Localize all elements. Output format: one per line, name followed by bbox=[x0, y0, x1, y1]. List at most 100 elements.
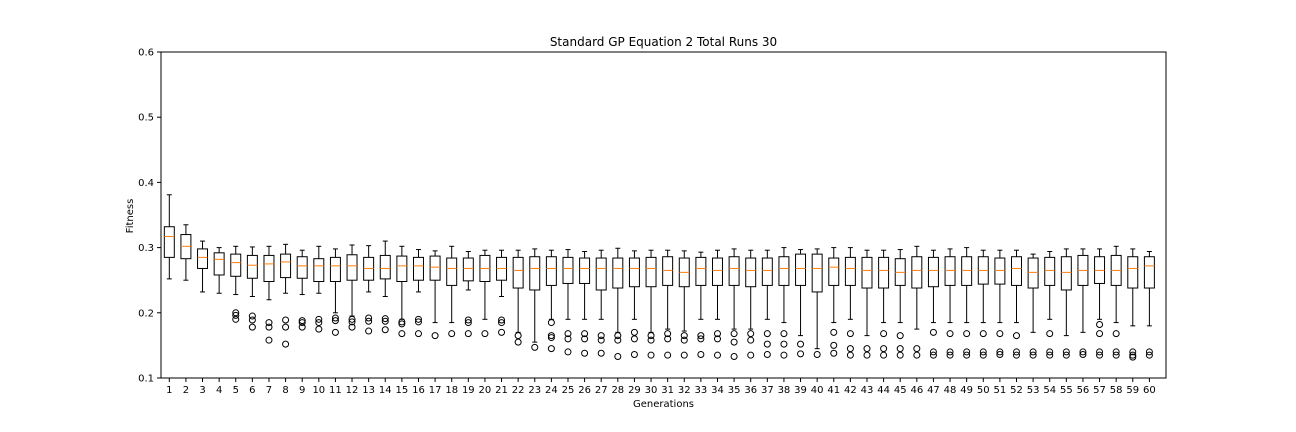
outlier-point bbox=[481, 330, 489, 338]
y-tick-label: 0.3 bbox=[138, 243, 154, 254]
box bbox=[379, 254, 391, 280]
outlier-point bbox=[1112, 351, 1120, 359]
outlier-point bbox=[1129, 351, 1137, 359]
outlier-point bbox=[1096, 330, 1104, 338]
outlier-point bbox=[730, 352, 738, 360]
box bbox=[761, 257, 773, 286]
outlier-point bbox=[846, 345, 854, 353]
x-tick-label: 20 bbox=[479, 385, 492, 396]
outlier-point bbox=[863, 345, 871, 353]
outlier-point bbox=[414, 330, 422, 338]
outlier-point bbox=[996, 348, 1004, 356]
box bbox=[944, 256, 956, 286]
box bbox=[296, 256, 308, 279]
x-tick-label: 21 bbox=[495, 385, 508, 396]
outlier-point bbox=[564, 330, 572, 338]
x-tick-label: 4 bbox=[216, 385, 222, 396]
outlier-point bbox=[464, 319, 472, 327]
outlier-point bbox=[331, 317, 339, 325]
x-tick-label: 2 bbox=[183, 385, 189, 396]
x-tick-label: 58 bbox=[1110, 385, 1123, 396]
outlier-point bbox=[763, 340, 771, 348]
outlier-point bbox=[797, 340, 805, 348]
x-tick-label: 56 bbox=[1077, 385, 1090, 396]
x-tick-label: 15 bbox=[396, 385, 409, 396]
outlier-point bbox=[348, 323, 356, 331]
x-tick-label: 19 bbox=[462, 385, 475, 396]
x-tick-label: 7 bbox=[266, 385, 272, 396]
outlier-point bbox=[431, 332, 439, 340]
outlier-point bbox=[564, 335, 572, 343]
outlier-point bbox=[1129, 348, 1137, 356]
x-tick-label: 29 bbox=[628, 385, 641, 396]
x-tick-label: 28 bbox=[611, 385, 624, 396]
box bbox=[612, 257, 624, 289]
x-tick-label: 11 bbox=[329, 385, 342, 396]
outlier-point bbox=[996, 351, 1004, 359]
box bbox=[1044, 256, 1056, 286]
outlier-point bbox=[747, 351, 755, 359]
outlier-point bbox=[780, 351, 788, 359]
outlier-point bbox=[498, 316, 506, 324]
x-tick-label: 39 bbox=[794, 385, 807, 396]
outlier-point bbox=[896, 351, 904, 359]
outlier-point bbox=[381, 315, 389, 323]
outlier-point bbox=[630, 335, 638, 343]
outlier-point bbox=[381, 326, 389, 334]
outlier-point bbox=[713, 335, 721, 343]
x-tick-label: 26 bbox=[578, 385, 591, 396]
y-tick-label: 0.5 bbox=[138, 113, 154, 124]
box bbox=[828, 257, 840, 286]
x-tick-label: 46 bbox=[910, 385, 923, 396]
outlier-point bbox=[846, 351, 854, 359]
x-tick-label: 13 bbox=[362, 385, 375, 396]
box bbox=[462, 257, 474, 282]
outlier-point bbox=[1046, 348, 1054, 356]
box bbox=[230, 253, 242, 277]
x-tick-label: 32 bbox=[678, 385, 691, 396]
outlier-point bbox=[1112, 330, 1120, 338]
outlier-point bbox=[531, 343, 539, 351]
x-tick-label: 42 bbox=[844, 385, 857, 396]
box bbox=[429, 255, 441, 281]
box bbox=[728, 256, 740, 286]
plot-frame bbox=[160, 51, 1167, 379]
x-tick-label: 49 bbox=[960, 385, 973, 396]
outlier-point bbox=[331, 328, 339, 336]
outlier-point bbox=[1012, 351, 1020, 359]
outlier-point bbox=[315, 315, 323, 323]
outlier-point bbox=[498, 319, 506, 327]
outlier-point bbox=[298, 323, 306, 331]
outlier-point bbox=[813, 351, 821, 359]
outlier-point bbox=[797, 350, 805, 358]
x-tick-label: 48 bbox=[944, 385, 957, 396]
x-tick-label: 53 bbox=[1027, 385, 1040, 396]
box bbox=[246, 254, 258, 279]
box bbox=[1127, 256, 1139, 289]
outlier-point bbox=[680, 332, 688, 340]
box bbox=[662, 256, 674, 286]
outlier-point bbox=[647, 351, 655, 359]
outlier-point bbox=[365, 317, 373, 325]
outlier-point bbox=[713, 330, 721, 338]
box bbox=[712, 257, 723, 286]
box bbox=[545, 256, 557, 286]
box bbox=[529, 256, 541, 291]
outlier-point bbox=[614, 332, 622, 340]
x-tick-label: 60 bbox=[1143, 385, 1156, 396]
outlier-point bbox=[1145, 351, 1153, 359]
outlier-point bbox=[1012, 332, 1020, 340]
outlier-point bbox=[1145, 348, 1153, 356]
x-tick-label: 6 bbox=[249, 385, 255, 396]
outlier-point bbox=[730, 330, 738, 338]
outlier-point bbox=[896, 345, 904, 353]
x-tick-label: 47 bbox=[927, 385, 940, 396]
outlier-point bbox=[315, 319, 323, 327]
outlier-point bbox=[597, 336, 605, 344]
outlier-point bbox=[1029, 348, 1037, 356]
box bbox=[263, 254, 275, 283]
outlier-point bbox=[713, 351, 721, 359]
x-tick-label: 27 bbox=[595, 385, 608, 396]
x-tick-label: 5 bbox=[233, 385, 239, 396]
outlier-point bbox=[232, 315, 240, 323]
